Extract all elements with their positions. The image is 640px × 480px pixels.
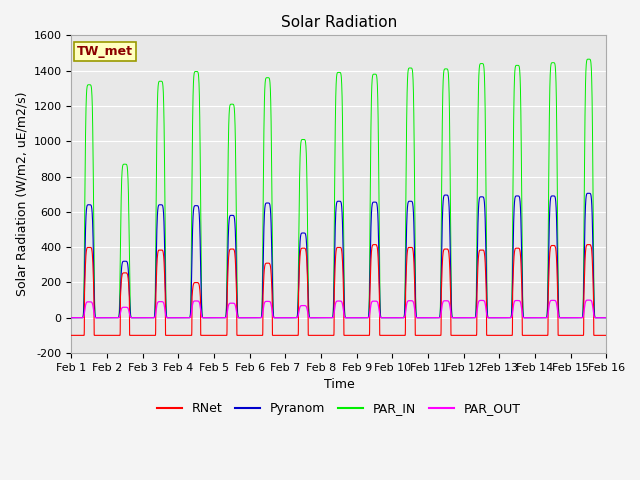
X-axis label: Time: Time xyxy=(324,378,355,391)
Title: Solar Radiation: Solar Radiation xyxy=(281,15,397,30)
Legend: RNet, Pyranom, PAR_IN, PAR_OUT: RNet, Pyranom, PAR_IN, PAR_OUT xyxy=(152,397,526,420)
Y-axis label: Solar Radiation (W/m2, uE/m2/s): Solar Radiation (W/m2, uE/m2/s) xyxy=(15,92,28,297)
Text: TW_met: TW_met xyxy=(77,45,132,58)
